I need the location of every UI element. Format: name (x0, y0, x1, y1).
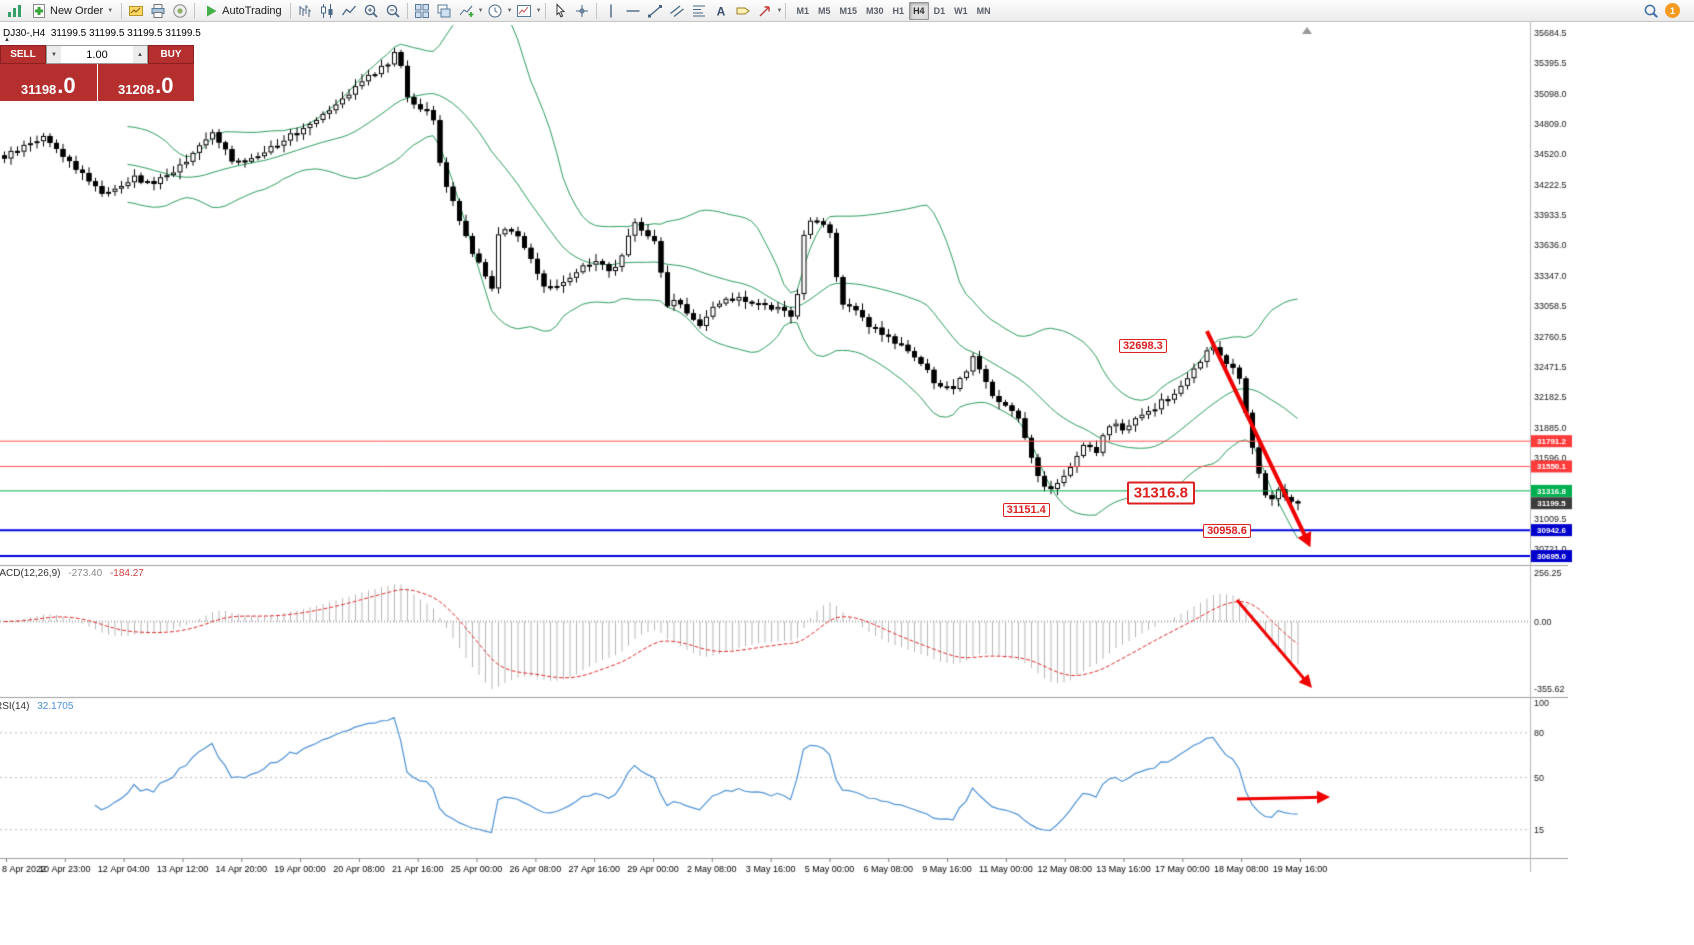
chart-window: DJ30-,H4 31199.5 31199.5 31199.5 31199.5… (0, 22, 1694, 945)
toolbar-separator (121, 2, 123, 19)
timeframe-button-H4[interactable]: H4 (909, 1, 929, 20)
chevron-down-icon: ▼ (107, 7, 114, 14)
templates-icon[interactable] (513, 1, 535, 21)
new-order-label: New Order (50, 4, 104, 17)
sell-button[interactable]: SELL (0, 45, 46, 64)
periods-clock-icon[interactable] (484, 1, 506, 21)
zoom-in-icon[interactable] (360, 1, 382, 21)
toolbar-separator (544, 2, 546, 19)
ask-price[interactable]: 31208 .0 (97, 64, 194, 101)
notification-badge[interactable]: 1 (1665, 3, 1680, 18)
autotrading-button[interactable]: AutoTrading (198, 1, 287, 21)
price-annotation: 31316.8 (1126, 481, 1195, 505)
timeframe-button-M15[interactable]: M15 (836, 2, 862, 20)
timeframe-toolbar: M1 M5 M15 M30 H1 H4 D1 W1 MN (792, 1, 995, 20)
label-icon[interactable] (732, 1, 754, 21)
crosshair-icon[interactable] (571, 1, 593, 21)
add-indicator-icon[interactable] (455, 1, 477, 21)
chevron-down-icon[interactable]: ▼ (506, 7, 513, 14)
panel-collapse-icon[interactable]: ▲ (4, 37, 10, 43)
price-chart-canvas[interactable] (0, 22, 1694, 945)
timeframe-button-D1[interactable]: D1 (930, 2, 950, 20)
toolbar-separator (785, 2, 787, 19)
lot-increase-button[interactable]: ▲ (133, 46, 147, 63)
macd-indicator-label: MACD(12,26,9) -273.40 -184.27 (0, 568, 144, 579)
tile-windows-icon[interactable] (411, 1, 433, 21)
candles-chart-icon[interactable] (316, 1, 338, 21)
autotrading-label: AutoTrading (222, 4, 282, 17)
toolbar-separator (595, 2, 597, 19)
chart-ohlc-values: 31199.5 31199.5 31199.5 31199.5 (50, 28, 201, 39)
lot-size-control: ▼ ▲ (46, 45, 148, 64)
new-order-button[interactable]: New Order ▼ (26, 1, 118, 21)
bars-chart-icon[interactable] (294, 1, 316, 21)
channel-icon[interactable] (666, 1, 688, 21)
one-click-trading-panel: SELL ▼ ▲ BUY 31198 .0 31208 .0 (0, 45, 194, 101)
timeframe-button-M30[interactable]: M30 (862, 2, 888, 20)
zoom-out-icon[interactable] (382, 1, 404, 21)
new-order-icon (31, 1, 47, 21)
autotrading-play-icon (203, 1, 219, 21)
timeframe-button-H1[interactable]: H1 (889, 2, 909, 20)
bid-price[interactable]: 31198 .0 (0, 64, 97, 101)
lot-decrease-button[interactable]: ▼ (47, 46, 61, 63)
timeframe-button-M1[interactable]: M1 (792, 2, 813, 20)
buy-button[interactable]: BUY (148, 45, 194, 64)
price-annotation: 30958.6 (1203, 524, 1251, 539)
svg-text:A: A (716, 4, 725, 18)
toolbar-separator (194, 2, 196, 19)
fibonacci-icon[interactable] (688, 1, 710, 21)
charts-icon[interactable] (125, 1, 147, 21)
toolbar: New Order ▼ AutoTrading ▼ ▼ ▼ (0, 0, 1694, 22)
text-icon[interactable]: A (710, 1, 732, 21)
timeframe-button-M5[interactable]: M5 (814, 2, 835, 20)
line-chart-icon[interactable] (338, 1, 360, 21)
chart-ohlc-label: DJ30-,H4 31199.5 31199.5 31199.5 31199.5 (3, 28, 201, 39)
price-annotation: 31151.4 (1002, 503, 1050, 518)
trade-panel-prices: 31198 .0 31208 .0 (0, 64, 194, 101)
horizontal-line-icon[interactable] (622, 1, 644, 21)
price-annotation: 32698.3 (1118, 338, 1167, 353)
chevron-down-icon[interactable]: ▼ (776, 7, 783, 14)
toolbar-separator (289, 2, 291, 19)
print-icon[interactable] (147, 1, 169, 21)
chevron-down-icon[interactable]: ▼ (535, 7, 542, 14)
cascade-windows-icon[interactable] (433, 1, 455, 21)
chevron-down-icon[interactable]: ▼ (477, 7, 484, 14)
community-icon[interactable] (169, 1, 191, 21)
new-chart-icon[interactable] (4, 1, 26, 21)
vertical-line-icon[interactable] (600, 1, 622, 21)
toolbar-separator (406, 2, 408, 19)
trendline-icon[interactable] (644, 1, 666, 21)
timeframe-button-MN[interactable]: MN (973, 2, 995, 20)
rsi-indicator-label: RSI(14) 32.1705 (0, 701, 74, 712)
chart-symbol-period: DJ30-,H4 (3, 28, 46, 39)
search-icon[interactable] (1640, 1, 1662, 21)
trade-panel-controls: SELL ▼ ▲ BUY (0, 45, 194, 64)
timeframe-button-W1[interactable]: W1 (950, 2, 972, 20)
cursor-icon[interactable] (549, 1, 571, 21)
arrows-icon[interactable] (754, 1, 776, 21)
lot-size-input[interactable] (61, 46, 133, 63)
